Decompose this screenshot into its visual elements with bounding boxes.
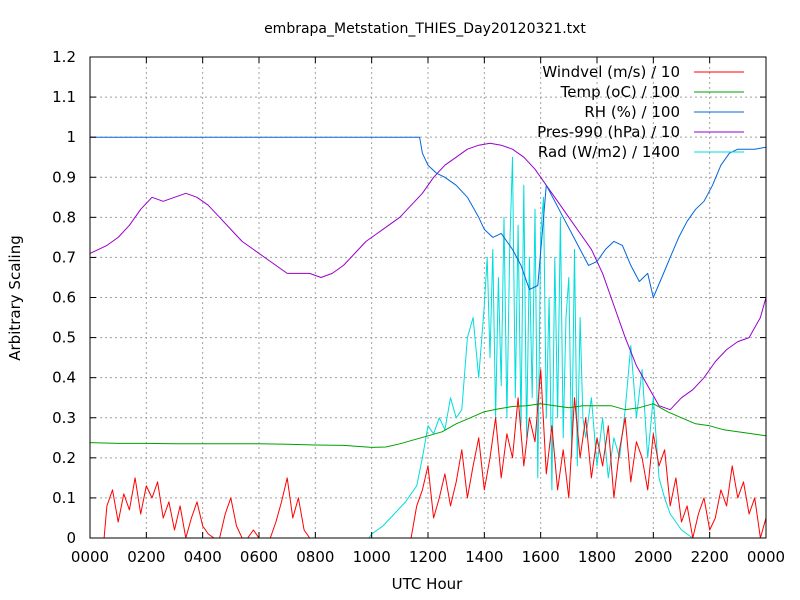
chart-title: embrapa_Metstation_THIES_Day20120321.txt [264,21,586,37]
y-tick-label: 0.1 [52,489,76,507]
x-tick-label: 2200 [691,548,729,566]
y-axis-title: Arbitrary Scaling [6,235,24,361]
y-tick-label: 0.8 [52,208,76,226]
series-line-3 [90,142,766,411]
series-line-4 [90,156,766,538]
y-tick-label: 1.2 [52,48,76,66]
x-tick-label: 0400 [184,548,222,566]
x-tick-label: 0000 [71,548,109,566]
x-tick-label: 0800 [296,548,334,566]
x-tick-label: 1200 [409,548,447,566]
legend-label: Temp (oC) / 100 [560,83,680,101]
series-layer [90,136,766,538]
y-tick-label: 0.3 [52,409,76,427]
y-tick-label: 0.7 [52,248,76,266]
x-tick-label: 1800 [578,548,616,566]
series-line-0 [90,369,766,538]
legend-label: Pres-990 (hPa) / 10 [537,123,680,141]
x-ticks: 0000 0200 0400 0600 0800 1000 1200 1400 1600 1800… [71,57,785,566]
y-tick-label: 0.6 [52,289,76,307]
y-tick-label: 1 [66,128,76,146]
legend-label: Windvel (m/s) / 10 [542,63,680,81]
series-line-1 [90,403,766,448]
y-tick-label: 1.1 [52,88,76,106]
x-tick-label: 1400 [465,548,503,566]
legend-label: Rad (W/m2) / 1400 [538,143,680,161]
y-tick-label: 0 [66,529,76,547]
y-tick-label: 0.9 [52,168,76,186]
x-tick-label: 2000 [634,548,672,566]
x-tick-label: 1600 [522,548,560,566]
y-tick-label: 0.2 [52,449,76,467]
legend-label: RH (%) / 100 [584,103,680,121]
legend: Windvel (m/s) / 10 Temp (oC) / 100 RH (%) … [537,63,744,161]
x-tick-label: 0600 [240,548,278,566]
y-ticks: 0 0.1 0.2 0.3 0.4 0.5 0.6 0.7 0.8 0.9 1 1.1 1.2 [52,48,766,547]
y-tick-label: 0.5 [52,329,76,347]
y-tick-label: 0.4 [52,369,76,387]
x-tick-label: 0000 [747,548,785,566]
x-tick-label: 0200 [127,548,165,566]
x-axis-title: UTC Hour [392,575,463,593]
x-tick-label: 1000 [353,548,391,566]
series-line-2 [90,136,766,298]
